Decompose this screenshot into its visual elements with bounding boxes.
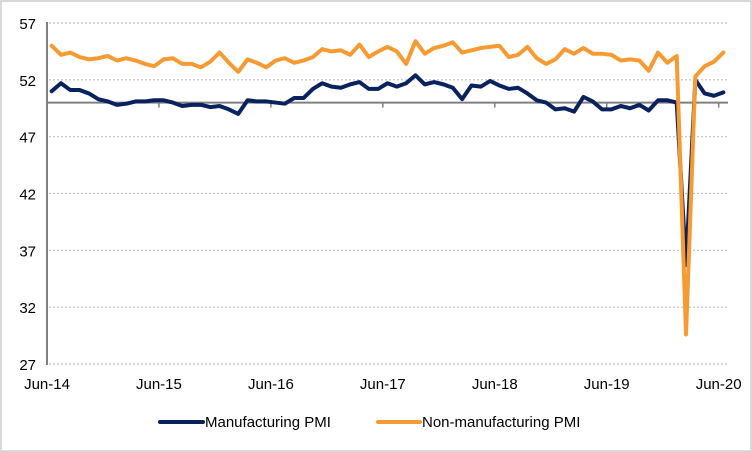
y-tick-label: 42 <box>19 187 36 204</box>
x-tick-label: Jun-19 <box>584 376 630 393</box>
y-tick-label: 37 <box>19 243 36 260</box>
gridlines <box>49 22 728 365</box>
y-tick-label: 32 <box>19 300 36 317</box>
series-line-manufacturing-pmi <box>49 73 726 268</box>
legend-label-manufacturing: Manufacturing PMI <box>205 414 331 431</box>
series-line-non-manufacturing-pmi <box>49 39 726 337</box>
legend: Manufacturing PMI Non-manufacturing PMI <box>158 414 580 431</box>
y-tick-label: 52 <box>19 73 36 90</box>
x-tick-label: Jun-14 <box>24 376 70 393</box>
x-tick-label: Jun-15 <box>136 376 182 393</box>
x-axis: Jun-14 Jun-15 Jun-16 Jun-17 Jun-18 Jun-19 Jun-… <box>24 101 742 393</box>
y-tick-label: 27 <box>19 357 36 374</box>
x-tick-label: Jun-20 <box>696 376 742 393</box>
y-axis: 57 52 47 42 37 32 27 <box>19 16 48 374</box>
x-tick-label: Jun-18 <box>472 376 518 393</box>
y-tick-label: 57 <box>19 16 36 33</box>
legend-label-non-manufacturing: Non-manufacturing PMI <box>422 414 580 431</box>
x-tick-label: Jun-17 <box>360 376 406 393</box>
x-tick-label: Jun-16 <box>248 376 294 393</box>
y-tick-label: 47 <box>19 130 36 147</box>
series-lines <box>49 39 726 337</box>
